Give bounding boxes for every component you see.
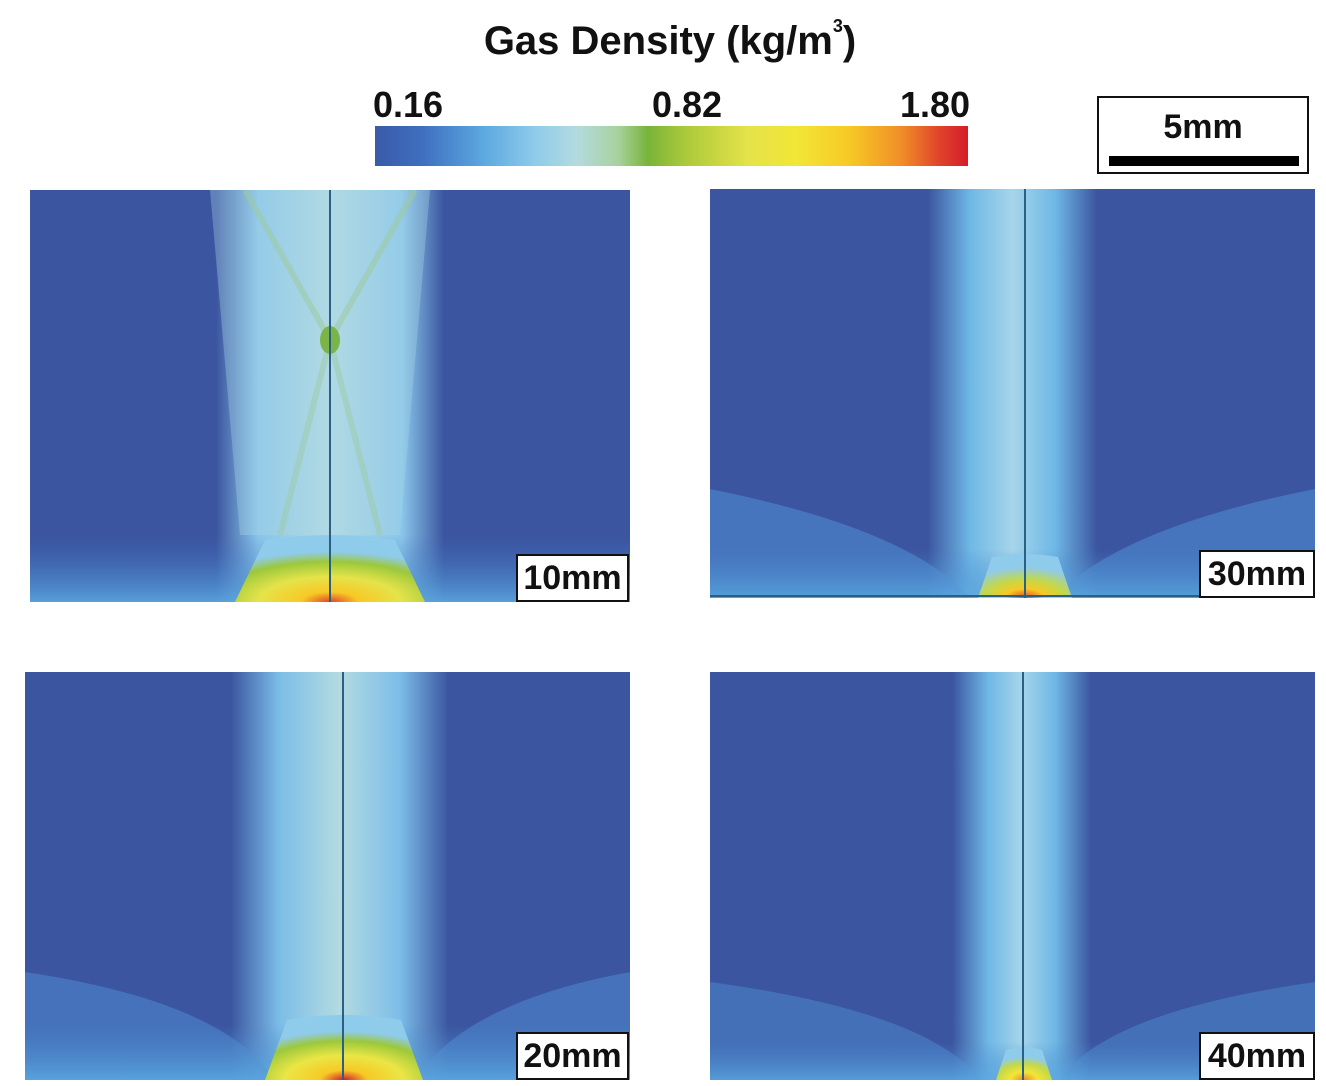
colorbar-max-label: 1.80 bbox=[900, 84, 971, 125]
density-panel-20mm bbox=[25, 672, 630, 1080]
colorbar bbox=[375, 126, 968, 166]
figure-title: Gas Density (kg/m3) bbox=[0, 16, 1326, 64]
title-text: Gas Density (kg/m bbox=[483, 19, 833, 63]
panel-label-20mm: 20mm bbox=[516, 1032, 629, 1080]
scale-bar-label: 5mm bbox=[1163, 108, 1243, 146]
panel-label-30mm: 30mm bbox=[1199, 550, 1315, 598]
density-panel-30mm bbox=[710, 189, 1315, 598]
title-close: ) bbox=[842, 19, 857, 63]
colorbar-min-label: 0.16 bbox=[373, 84, 444, 125]
density-panel-40mm bbox=[710, 672, 1315, 1080]
scale-bar-box: 5mm bbox=[1097, 96, 1309, 174]
scale-bar bbox=[1109, 156, 1299, 166]
title-superscript: 3 bbox=[832, 16, 843, 36]
panel-label-10mm: 10mm bbox=[516, 554, 629, 602]
panel-label-40mm: 40mm bbox=[1199, 1032, 1315, 1080]
density-panel-10mm bbox=[30, 190, 630, 602]
colorbar-mid-label: 0.82 bbox=[652, 84, 723, 125]
